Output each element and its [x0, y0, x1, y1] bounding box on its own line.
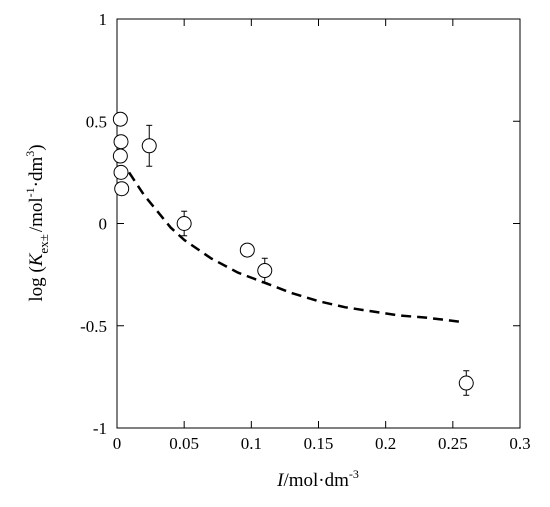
- data-point-1: [113, 134, 129, 150]
- data-point-8: [257, 263, 273, 279]
- y-tick-label-4: -1: [93, 419, 107, 438]
- dashed-curve-layer: [128, 171, 460, 323]
- data-point-7: [239, 242, 255, 258]
- x-tick-label-6: 0.3: [509, 434, 530, 453]
- tick-labels: 0 0.05 0.1 0.15 0.2 0.25 0.3 1 0.5 0 -0.5 -1: [80, 10, 531, 453]
- y-tick-label-2: 0: [99, 215, 108, 234]
- data-point-5: [141, 138, 157, 154]
- y-tick-label-3: -0.5: [80, 317, 107, 336]
- data-point-9: [458, 375, 474, 391]
- dashed-fit-curve: [128, 171, 460, 323]
- data-point-4: [114, 181, 130, 197]
- x-tick-label-4: 0.2: [375, 434, 396, 453]
- x-tick-label-1: 0.05: [169, 434, 199, 453]
- data-point-0: [112, 111, 128, 127]
- x-tick-label-5: 0.25: [438, 434, 468, 453]
- y-tick-label-0: 1: [99, 10, 108, 29]
- data-point-2: [112, 148, 128, 164]
- x-tick-label-0: 0: [113, 434, 122, 453]
- x-tick-label-3: 0.15: [304, 434, 334, 453]
- y-axis-title: log (Kex±/mol-1·dm3): [23, 144, 51, 301]
- y-tick-label-1: 0.5: [86, 112, 107, 131]
- x-tick-label-2: 0.1: [241, 434, 262, 453]
- data-points-layer: [112, 111, 474, 396]
- x-axis-title: I/mol·dm-3: [276, 467, 359, 491]
- data-point-3: [113, 164, 129, 180]
- data-point-6: [176, 216, 192, 231]
